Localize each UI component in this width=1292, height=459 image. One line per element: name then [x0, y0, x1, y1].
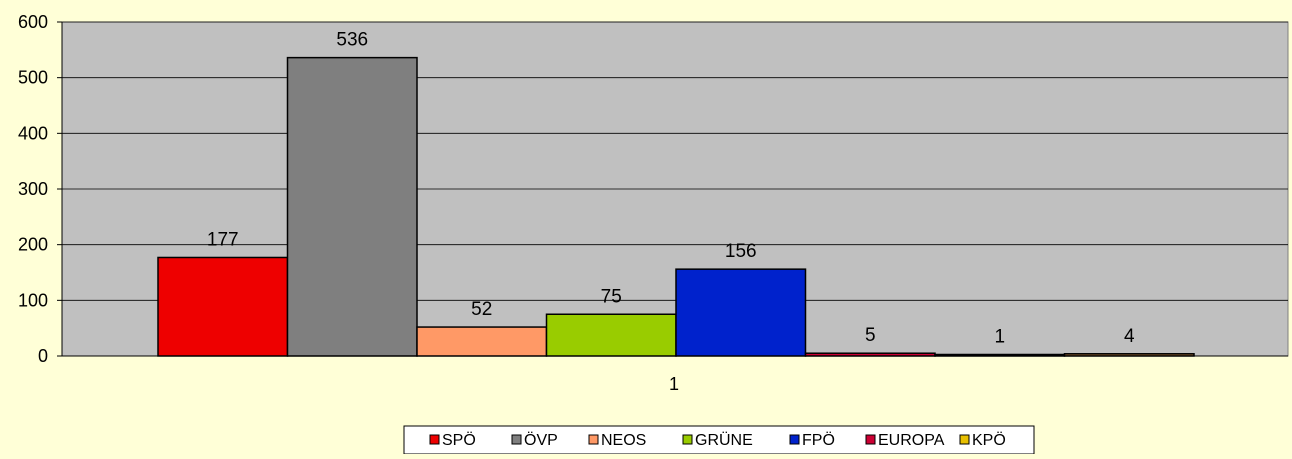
y-tick-label: 400	[18, 123, 48, 143]
bars	[157, 56, 1195, 357]
data-label: 4	[1124, 326, 1135, 347]
legend-swatch	[429, 434, 440, 445]
legend-label: NEOS	[601, 432, 646, 449]
legend-label: KPÖ	[972, 431, 1006, 449]
data-label: 536	[336, 30, 368, 51]
y-tick-label: 300	[18, 179, 48, 199]
legend-label: GRÜNE	[695, 431, 753, 449]
legend-swatch	[959, 434, 970, 445]
legend: SPÖ ÖVP NEOS GRÜNE FPÖ EUROPA KPÖ	[403, 425, 1035, 455]
legend-swatch	[682, 434, 693, 445]
x-axis: 1	[62, 355, 1288, 394]
data-label: 52	[471, 299, 492, 320]
bar-neos	[416, 326, 548, 357]
data-label: 177	[207, 229, 239, 250]
y-tick-label: 100	[18, 290, 48, 310]
y-tick-label: 500	[18, 68, 48, 88]
y-axis: 0 100 200 300 400 500 600	[18, 12, 63, 366]
bar-spö	[157, 256, 289, 357]
legend-swatch	[865, 434, 876, 445]
legend-label: FPÖ	[802, 431, 835, 449]
bar-övp	[286, 56, 418, 357]
legend-label: ÖVP	[524, 431, 558, 449]
bar-fpö	[675, 268, 807, 357]
y-tick-label: 0	[38, 346, 48, 366]
bar-grüne	[545, 313, 677, 357]
legend-label: SPÖ	[442, 431, 476, 449]
x-tick-label: 1	[669, 374, 679, 394]
y-tick-label: 600	[18, 12, 48, 32]
data-labels: 177 536 52 75 156 5 1 4	[207, 30, 1135, 348]
legend-swatch	[511, 434, 522, 445]
y-tick-label: 200	[18, 235, 48, 255]
legend-box	[403, 425, 1035, 455]
legend-swatch	[588, 434, 599, 445]
data-label: 1	[994, 327, 1005, 348]
data-label: 156	[725, 241, 757, 262]
data-label: 5	[865, 325, 876, 346]
data-label: 75	[601, 286, 622, 307]
legend-label: EUROPA	[878, 432, 945, 449]
legend-swatch	[789, 434, 800, 445]
